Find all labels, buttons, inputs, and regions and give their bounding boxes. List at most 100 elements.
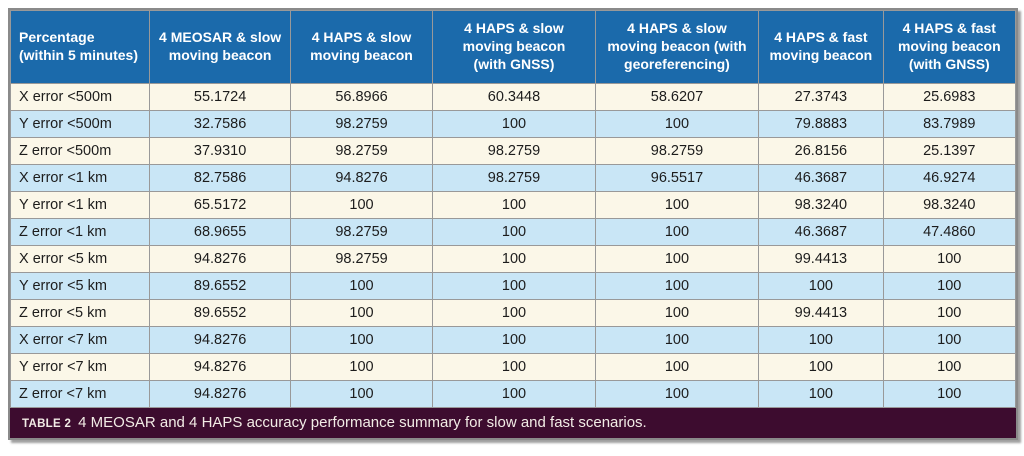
table-cell: 98.2759 xyxy=(432,137,596,165)
table-cell: 98.2759 xyxy=(289,218,434,246)
table-cell: 100 xyxy=(432,353,596,381)
row-label: X error <5 km xyxy=(9,245,151,273)
table-row: Y error <1 km 65.5172 100 100 100 98.3240 98.3… xyxy=(9,191,1017,219)
table-cell: 94.8276 xyxy=(149,353,291,381)
table-row: Z error <1 km 68.9655 98.2759 100 100 46.3687… xyxy=(9,218,1017,246)
table-cell: 98.2759 xyxy=(289,110,434,138)
table-cell: 100 xyxy=(758,272,884,300)
table-cell: 46.3687 xyxy=(758,218,884,246)
row-label: Z error <500m xyxy=(9,137,151,165)
table-row: Z error <500m 37.9310 98.2759 98.2759 98.275… xyxy=(9,137,1017,165)
table-cell: 100 xyxy=(289,299,434,327)
table-cell: 32.7586 xyxy=(149,110,291,138)
table-caption-tag: TABLE 2 xyxy=(22,418,72,430)
table-cell: 89.6552 xyxy=(149,272,291,300)
table-cell: 100 xyxy=(594,245,760,273)
table-cell: 25.6983 xyxy=(882,83,1017,111)
table-cell: 100 xyxy=(758,353,884,381)
table-cell: 60.3448 xyxy=(432,83,596,111)
row-label: Y error <500m xyxy=(9,110,151,138)
table-cell: 98.3240 xyxy=(882,191,1017,219)
row-label: Y error <7 km xyxy=(9,353,151,381)
row-label: Z error <1 km xyxy=(9,218,151,246)
table-cell: 100 xyxy=(432,326,596,354)
table-cell: 100 xyxy=(594,110,760,138)
table-cell: 100 xyxy=(289,353,434,381)
table-cell: 99.4413 xyxy=(758,299,884,327)
table-cell: 98.2759 xyxy=(289,245,434,273)
table-cell: 100 xyxy=(289,326,434,354)
table-cell: 47.4860 xyxy=(882,218,1017,246)
data-table: Percentage (within 5 minutes) 4 MEOSAR & s… xyxy=(9,10,1017,408)
table-cell: 100 xyxy=(289,380,434,408)
column-header: 4 MEOSAR & slow moving beacon xyxy=(149,10,291,84)
table-row: Y error <5 km 89.6552 100 100 100 100 100 xyxy=(9,272,1017,300)
table-cell: 100 xyxy=(882,272,1017,300)
table-cell: 100 xyxy=(594,191,760,219)
table-cell: 100 xyxy=(594,218,760,246)
column-header: 4 HAPS & slow moving beacon (with georefer… xyxy=(594,10,760,84)
table-cell: 46.9274 xyxy=(882,164,1017,192)
table-cell: 100 xyxy=(289,191,434,219)
table-cell: 98.3240 xyxy=(758,191,884,219)
table-cell: 94.8276 xyxy=(289,164,434,192)
table-cell: 100 xyxy=(432,272,596,300)
table-cell: 100 xyxy=(432,380,596,408)
table-cell: 100 xyxy=(882,380,1017,408)
table-row: Y error <500m 32.7586 98.2759 100 100 79.8883… xyxy=(9,110,1017,138)
header-row: Percentage (within 5 minutes) 4 MEOSAR & s… xyxy=(9,10,1017,84)
table-row: X error <7 km 94.8276 100 100 100 100 100 xyxy=(9,326,1017,354)
table-cell: 46.3687 xyxy=(758,164,884,192)
table-cell: 100 xyxy=(594,272,760,300)
table-cell: 99.4413 xyxy=(758,245,884,273)
column-header: Percentage (within 5 minutes) xyxy=(9,10,151,84)
table-cell: 37.9310 xyxy=(149,137,291,165)
row-label: X error <500m xyxy=(9,83,151,111)
table-cell: 100 xyxy=(432,110,596,138)
table-row: X error <1 km 82.7586 94.8276 98.2759 96.551… xyxy=(9,164,1017,192)
table-cell: 100 xyxy=(882,326,1017,354)
table-cell: 58.6207 xyxy=(594,83,760,111)
row-label: Y error <1 km xyxy=(9,191,151,219)
table-cell: 100 xyxy=(882,353,1017,381)
table-cell: 98.2759 xyxy=(594,137,760,165)
table-cell: 100 xyxy=(758,380,884,408)
table-cell: 100 xyxy=(289,272,434,300)
table-cell: 100 xyxy=(882,245,1017,273)
table-row: X error <500m 55.1724 56.8966 60.3448 58.620… xyxy=(9,83,1017,111)
table-caption: TABLE 2 4 MEOSAR and 4 HAPS accuracy per… xyxy=(10,408,1016,438)
accuracy-table: Percentage (within 5 minutes) 4 MEOSAR & s… xyxy=(8,8,1018,440)
row-label: X error <1 km xyxy=(9,164,151,192)
table-cell: 100 xyxy=(594,353,760,381)
row-label: X error <7 km xyxy=(9,326,151,354)
table-row: Y error <7 km 94.8276 100 100 100 100 100 xyxy=(9,353,1017,381)
table-cell: 55.1724 xyxy=(149,83,291,111)
table-cell: 100 xyxy=(432,218,596,246)
table-caption-text: 4 MEOSAR and 4 HAPS accuracy performance… xyxy=(78,414,647,431)
table-cell: 100 xyxy=(758,326,884,354)
table-cell: 79.8883 xyxy=(758,110,884,138)
column-header: 4 HAPS & slow moving beacon xyxy=(289,10,434,84)
table-cell: 94.8276 xyxy=(149,326,291,354)
column-header: 4 HAPS & fast moving beacon (with GNSS) xyxy=(882,10,1017,84)
table-cell: 56.8966 xyxy=(289,83,434,111)
table-cell: 65.5172 xyxy=(149,191,291,219)
table-row: Z error <7 km 94.8276 100 100 100 100 100 xyxy=(9,380,1017,408)
table-cell: 25.1397 xyxy=(882,137,1017,165)
table-cell: 82.7586 xyxy=(149,164,291,192)
row-label: Z error <7 km xyxy=(9,380,151,408)
table-cell: 26.8156 xyxy=(758,137,884,165)
table-cell: 100 xyxy=(432,299,596,327)
table-cell: 96.5517 xyxy=(594,164,760,192)
table-cell: 68.9655 xyxy=(149,218,291,246)
table-row: X error <5 km 94.8276 98.2759 100 100 99.4413… xyxy=(9,245,1017,273)
table-cell: 83.7989 xyxy=(882,110,1017,138)
table-cell: 94.8276 xyxy=(149,380,291,408)
table-cell: 98.2759 xyxy=(289,137,434,165)
row-label: Z error <5 km xyxy=(9,299,151,327)
table-body: X error <500m 55.1724 56.8966 60.3448 58.620… xyxy=(9,83,1017,408)
table-cell: 100 xyxy=(882,299,1017,327)
table-cell: 98.2759 xyxy=(432,164,596,192)
table-cell: 27.3743 xyxy=(758,83,884,111)
column-header: 4 HAPS & fast moving beacon xyxy=(758,10,884,84)
